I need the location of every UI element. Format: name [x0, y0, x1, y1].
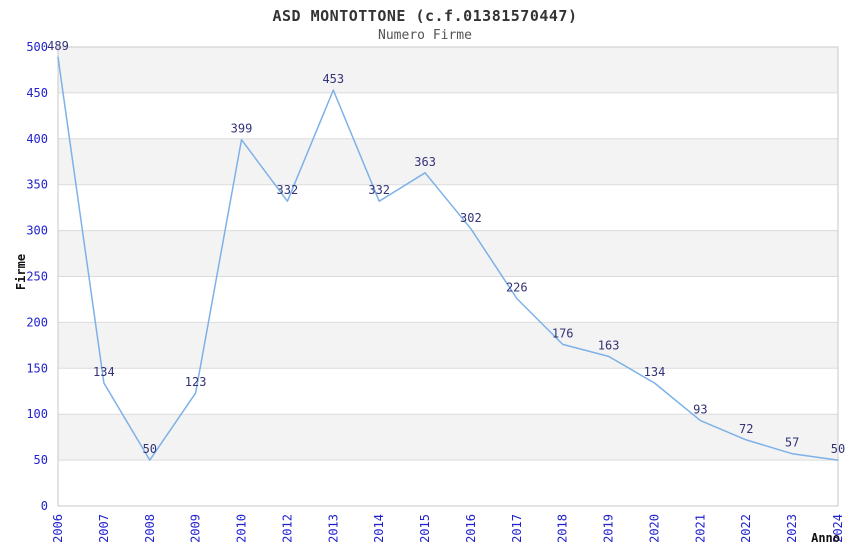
grid-band	[58, 322, 838, 369]
x-tick-label: 2023	[785, 514, 799, 543]
data-label: 226	[506, 281, 528, 295]
x-tick-label: 2018	[556, 514, 570, 543]
data-label: 163	[598, 338, 620, 352]
x-tick-label: 2014	[372, 514, 386, 543]
data-label: 453	[322, 72, 344, 86]
data-label: 399	[231, 122, 253, 136]
grid-band	[58, 47, 838, 93]
data-label: 50	[143, 442, 157, 456]
x-tick-label: 2022	[739, 514, 753, 543]
x-tick-label: 2020	[648, 514, 662, 543]
data-label: 134	[644, 365, 666, 379]
chart-title: ASD MONTOTTONE (c.f.01381570447)	[272, 7, 578, 25]
data-label: 72	[739, 422, 753, 436]
y-axis-title: Firme	[14, 253, 28, 291]
x-tick-label: 2012	[280, 514, 294, 543]
data-label: 57	[785, 436, 799, 450]
grid-band	[58, 414, 838, 461]
y-tick-label: 200	[26, 315, 48, 329]
x-axis-title: Anno	[811, 531, 840, 545]
x-tick-label: 2015	[418, 514, 432, 543]
series-line	[57, 56, 839, 461]
data-label: 93	[693, 403, 707, 417]
x-tick-label: 2010	[235, 514, 249, 543]
x-tick-label: 2007	[97, 514, 111, 543]
y-tick-label: 100	[26, 407, 48, 421]
data-label: 332	[277, 183, 299, 197]
y-tick-label: 350	[26, 178, 48, 192]
data-label: 363	[414, 155, 436, 169]
x-tick-label: 2019	[602, 514, 616, 543]
x-tick-label: 2006	[51, 514, 65, 543]
data-label: 123	[185, 375, 207, 389]
data-label: 134	[93, 365, 115, 379]
plot-frame	[57, 46, 839, 507]
data-label: 176	[552, 326, 574, 340]
grid-band	[58, 138, 838, 185]
y-tick-label: 400	[26, 132, 48, 146]
x-tick-label: 2016	[464, 514, 478, 543]
chart-subtitle: Numero Firme	[378, 28, 472, 43]
x-tick-label: 2017	[510, 514, 524, 543]
grid-band	[58, 230, 838, 277]
y-tick-label: 450	[26, 86, 48, 100]
y-tick-label: 50	[34, 453, 48, 467]
y-tick-label: 500	[26, 40, 48, 54]
y-tick-label: 150	[26, 361, 48, 375]
x-tick-label: 2021	[693, 514, 707, 543]
data-label: 489	[47, 39, 69, 53]
x-tick-label: 2013	[326, 514, 340, 543]
data-label: 302	[460, 211, 482, 225]
y-tick-label: 300	[26, 224, 48, 238]
data-label: 332	[368, 183, 390, 197]
y-tick-label: 250	[26, 270, 48, 284]
data-label: 50	[831, 442, 845, 456]
x-tick-label: 2009	[189, 514, 203, 543]
y-tick-label: 0	[41, 499, 48, 513]
x-tick-label: 2008	[143, 514, 157, 543]
x-tick-label: 2024	[831, 514, 845, 543]
